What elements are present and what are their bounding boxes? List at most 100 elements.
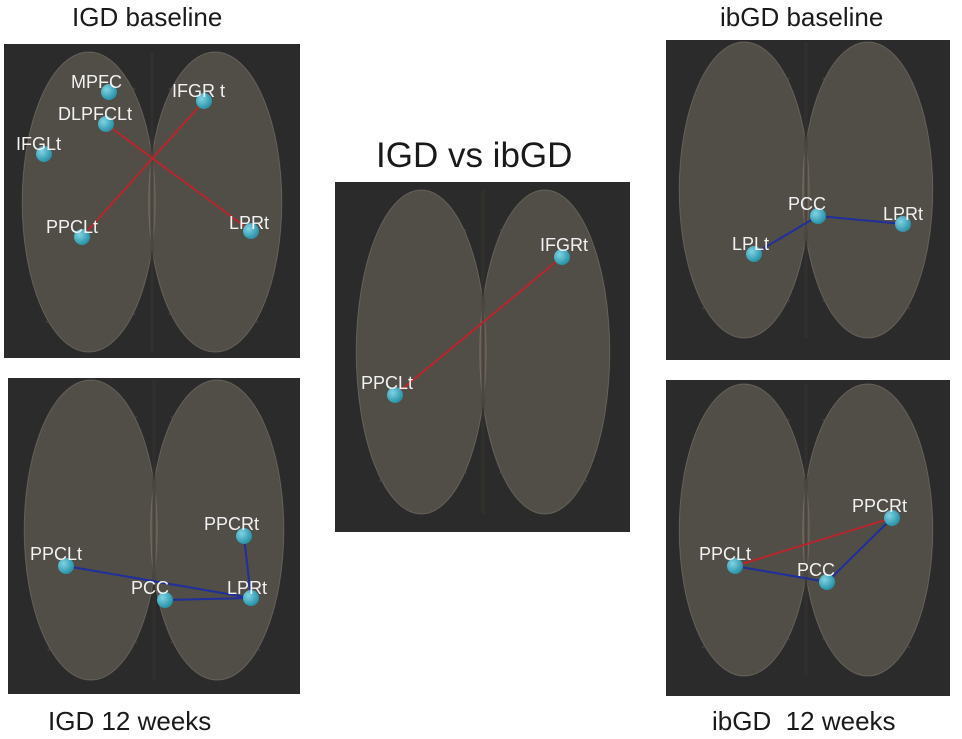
brain-fold — [378, 319, 468, 337]
brain-fold — [378, 465, 468, 483]
left-hemisphere — [678, 383, 810, 677]
brain-fold — [47, 454, 138, 472]
title-igd-vs-ibgd: IGD vs ibGD — [376, 136, 573, 175]
brain-fold — [170, 409, 261, 427]
node-ppclt — [727, 558, 743, 574]
brain-network-figure: PPCRt PPCLt PCC — [678, 383, 934, 677]
node-label-ifglt: IFGLt — [16, 134, 61, 154]
brain-fold — [821, 455, 911, 474]
brain-fold — [821, 587, 911, 605]
brain-fold — [821, 70, 911, 88]
node-mpfc — [101, 84, 117, 100]
edge-pcc-lprt — [164, 597, 252, 601]
node-dlpfcl — [98, 116, 114, 132]
brain-fold — [47, 634, 138, 652]
brain-fold — [45, 216, 136, 234]
brain-network-figure: PPCRt PPCLt PCC LPRt — [23, 379, 285, 681]
node-label-lprt: LPRt — [229, 213, 269, 233]
node-lprt — [243, 590, 259, 606]
node-pcc — [810, 208, 826, 224]
brain-fold — [821, 412, 911, 430]
brain-fold — [378, 367, 468, 386]
brain-fold — [821, 159, 911, 177]
brain-fold — [170, 499, 261, 517]
panel-igd-vs-ibgd: IFGRt PPCLt — [335, 182, 630, 532]
brain-fold — [701, 543, 791, 561]
node-label-ppclt: PPCLt — [30, 544, 82, 564]
edge-pcc-lprt — [817, 215, 904, 225]
edge-ifgrt-ppclt — [81, 100, 205, 238]
brain-fold — [821, 543, 911, 561]
title-igd-12-weeks: IGD 12 weeks — [48, 706, 212, 736]
brain-outline — [21, 51, 283, 353]
edge-ifgrt-ppclt — [394, 256, 563, 396]
node-label-ppclt: PPCLt — [361, 373, 413, 393]
edge-ppclt-lprt — [65, 565, 252, 599]
node-ppcrt — [236, 528, 252, 544]
node-ppclt — [74, 229, 90, 245]
brain-network-figure: MPFC IFGR t DLPFCLt IFGLt PPCLt LPRt — [16, 51, 283, 353]
edge-dlpfcl-lprt — [105, 123, 252, 232]
brain-outline — [678, 383, 934, 677]
left-hemisphere — [21, 51, 156, 353]
brain-fold — [378, 270, 468, 288]
panel-igd-12-weeks: PPCRt PPCLt PCC LPRt — [8, 378, 300, 694]
node-lprt — [243, 223, 259, 239]
brain-outline — [355, 189, 611, 515]
right-hemisphere — [802, 41, 934, 339]
node-ppclt — [387, 387, 403, 403]
node-ifglt — [36, 146, 52, 162]
brain-fold — [45, 126, 136, 144]
left-hemisphere — [678, 41, 810, 339]
brain-fold — [45, 81, 136, 99]
brain-fold — [378, 416, 468, 434]
brain-fold — [498, 465, 588, 483]
brain-fold — [821, 248, 911, 266]
node-ppcrt — [884, 510, 900, 526]
node-lprt — [895, 216, 911, 232]
node-ifgrt — [196, 93, 212, 109]
right-hemisphere — [802, 383, 934, 677]
brain-fold — [701, 455, 791, 474]
right-hemisphere — [479, 189, 611, 515]
brain-fold — [47, 409, 138, 427]
brain-fold — [498, 222, 588, 240]
edge-pcc-lplt — [753, 215, 819, 255]
brain-fold — [701, 587, 791, 605]
brain-fold — [170, 544, 261, 562]
brain-fold — [701, 70, 791, 88]
node-label-ifgrt: IFGRt — [540, 235, 588, 255]
brain-fold — [45, 306, 136, 324]
brain-fold — [378, 222, 468, 240]
node-lplt — [746, 246, 762, 262]
node-label-lplt: LPLt — [732, 234, 769, 254]
brain-network-figure: PCC LPRt LPLt — [678, 41, 934, 339]
title-igd-baseline: IGD baseline — [72, 2, 223, 32]
brain-fold — [498, 416, 588, 434]
brain-fold — [168, 306, 259, 324]
panel-ibgd-12-weeks: PPCRt PPCLt PCC — [666, 380, 950, 696]
brain-fold — [701, 248, 791, 266]
panel-ibgd-baseline: PCC LPRt LPLt — [666, 40, 950, 360]
brain-fold — [821, 292, 911, 310]
brain-fold — [168, 261, 259, 279]
brain-outline — [678, 41, 934, 339]
node-label-dlpfcl: DLPFCLt — [58, 104, 132, 124]
brain-fold — [821, 499, 911, 517]
brain-fold — [168, 81, 259, 99]
brain-fold — [498, 319, 588, 337]
brain-fold — [47, 499, 138, 517]
brain-fold — [45, 171, 136, 189]
edge-pcc-ppcrt — [826, 517, 893, 583]
brain-fold — [170, 454, 261, 472]
brain-fold — [498, 367, 588, 386]
node-label-lprt: LPRt — [227, 578, 267, 598]
brain-fold — [821, 115, 911, 133]
brain-fold — [821, 203, 911, 222]
edge-ppclt-pcc — [734, 565, 828, 583]
brain-fold — [47, 589, 138, 607]
title-ibgd-baseline: ibGD baseline — [720, 2, 884, 32]
brain-fold — [701, 412, 791, 430]
brain-network-figure: IFGRt PPCLt — [355, 189, 611, 515]
node-label-pcc: PCC — [788, 194, 826, 214]
